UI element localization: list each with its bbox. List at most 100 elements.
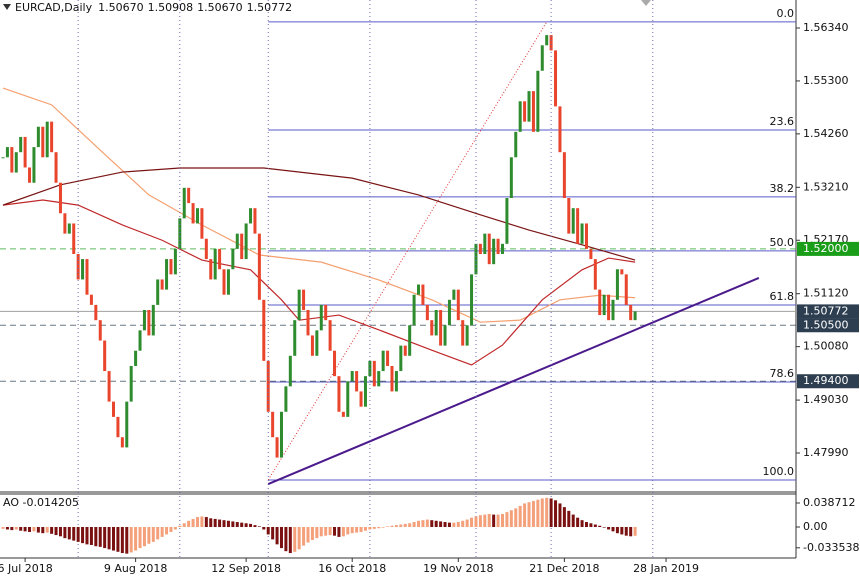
candle xyxy=(94,304,98,321)
candle xyxy=(554,50,558,107)
candle xyxy=(138,330,142,351)
ao-bar xyxy=(36,526,40,533)
ao-bar xyxy=(509,510,513,527)
ao-bar xyxy=(288,526,292,554)
moving-average xyxy=(2,87,636,323)
candle xyxy=(41,126,45,158)
ao-y-tick-label: 0.038712 xyxy=(803,496,856,509)
close: 1.50772 xyxy=(247,1,293,14)
candle xyxy=(151,304,155,336)
ao-y-tick-label: 0.00 xyxy=(803,520,828,533)
ao-bar xyxy=(620,526,624,535)
candle xyxy=(58,182,62,214)
ao-bar xyxy=(116,526,120,552)
ao-bar xyxy=(165,526,169,535)
ao-bar xyxy=(483,514,487,527)
ao-bar xyxy=(302,526,306,546)
candle xyxy=(452,289,456,300)
candle xyxy=(500,243,504,254)
ao-bar xyxy=(222,520,226,527)
candle xyxy=(399,345,403,372)
candle xyxy=(302,289,306,310)
candle xyxy=(620,269,624,275)
ao-bar xyxy=(470,517,474,527)
candle xyxy=(496,238,500,254)
y-tick-label: 1.53210 xyxy=(803,180,849,193)
fib-level-label: 38.2 xyxy=(770,182,795,195)
x-tick-label: 28 Jan 2019 xyxy=(633,562,699,575)
y-tick-label: 1.47990 xyxy=(803,446,849,459)
candle xyxy=(421,284,425,305)
candle xyxy=(536,70,540,132)
ao-bar xyxy=(235,522,239,527)
ao-bar xyxy=(107,526,111,550)
candle xyxy=(350,371,354,382)
candle xyxy=(359,391,363,407)
ao-bar xyxy=(5,526,9,530)
ao-bar xyxy=(615,526,619,534)
candle xyxy=(257,233,261,300)
candle xyxy=(514,131,518,158)
ao-bar xyxy=(359,526,363,532)
ao-bar xyxy=(41,526,45,534)
candle xyxy=(103,340,107,372)
candle xyxy=(571,208,575,234)
candle xyxy=(474,243,478,275)
menu-triangle[interactable] xyxy=(3,4,11,10)
shift-marker xyxy=(641,0,651,6)
ao-bar xyxy=(598,525,602,527)
candle xyxy=(23,136,27,168)
ao-bar xyxy=(346,526,350,535)
ao-label: AO -0.014205 xyxy=(3,496,79,509)
ao-bar xyxy=(452,522,456,527)
candle xyxy=(142,309,146,331)
ao-bar xyxy=(514,508,518,527)
ao-bar xyxy=(421,520,425,527)
candle xyxy=(523,101,527,122)
ao-bar xyxy=(443,522,447,527)
candle xyxy=(363,376,367,407)
candle xyxy=(306,309,310,336)
price-label-box xyxy=(797,304,859,319)
candle xyxy=(580,223,584,244)
ao-bar xyxy=(381,526,385,528)
candle xyxy=(518,101,522,132)
candle xyxy=(584,223,588,249)
candle xyxy=(567,198,571,234)
ao-bar xyxy=(266,526,270,535)
price-label-box xyxy=(797,374,859,389)
price-label-box xyxy=(797,241,859,256)
ao-bar xyxy=(142,526,146,547)
candle xyxy=(549,35,553,51)
ao-bar xyxy=(147,526,151,544)
ao-bar xyxy=(403,523,407,527)
candle xyxy=(615,269,619,300)
candle xyxy=(478,243,482,254)
candle xyxy=(443,325,447,346)
ao-bar xyxy=(386,526,390,527)
price-label: 1.50772 xyxy=(803,304,849,317)
candle xyxy=(107,371,111,402)
candle xyxy=(218,248,222,270)
ao-bar xyxy=(540,498,544,527)
ao-bar xyxy=(624,526,628,536)
candle xyxy=(169,259,173,275)
symbol: EURCAD,Daily xyxy=(15,1,93,14)
ao-bar xyxy=(98,526,102,547)
fib-level-label: 78.6 xyxy=(770,367,795,380)
ao-bar xyxy=(32,526,36,532)
ao-bar xyxy=(310,526,314,541)
low: 1.50670 xyxy=(197,1,243,14)
candle xyxy=(633,311,637,321)
ao-bar xyxy=(14,526,18,530)
ao-bar xyxy=(28,526,32,532)
ao-bar xyxy=(178,525,182,527)
candle xyxy=(249,208,253,224)
ao-bar xyxy=(103,526,107,549)
ao-bar xyxy=(138,526,142,549)
candle xyxy=(28,167,32,183)
ao-bar xyxy=(284,526,288,552)
candle xyxy=(244,223,248,260)
candle xyxy=(178,218,182,249)
ao-bar xyxy=(112,526,116,551)
